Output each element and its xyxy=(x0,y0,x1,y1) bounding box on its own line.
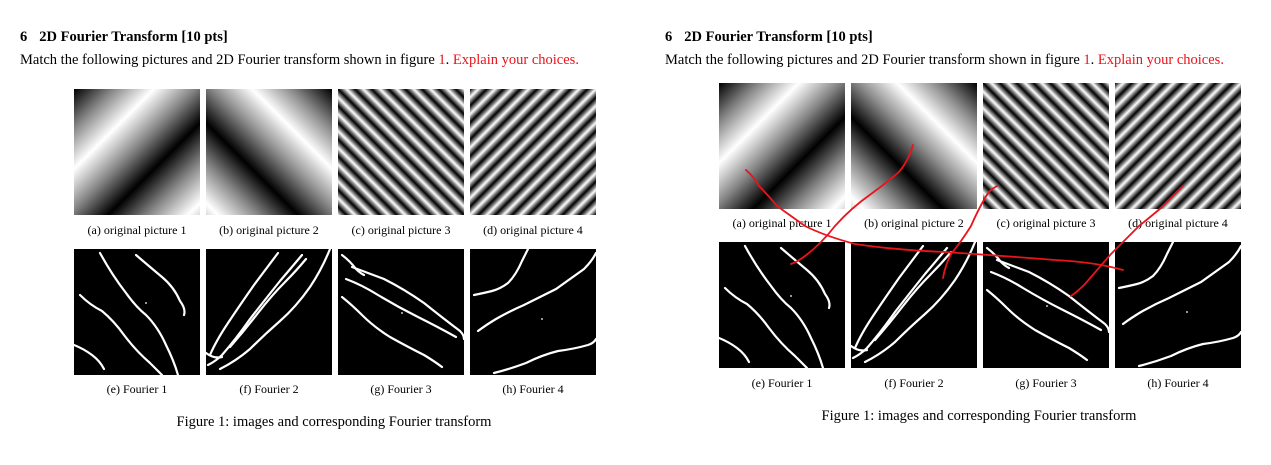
original-picture-2 xyxy=(851,83,977,209)
fourier-3 xyxy=(338,249,464,375)
figure-ref-link[interactable]: 1 xyxy=(438,52,446,68)
section-title: 2D Fourier Transform [10 pts] xyxy=(39,29,228,45)
caption-fourier-3: (g) Fourier 3 xyxy=(370,382,432,396)
fourier-1 xyxy=(74,249,200,375)
caption-original-4: (d) original picture 4 xyxy=(1128,216,1228,230)
caption-fourier-4: (h) Fourier 4 xyxy=(502,382,564,396)
explain-choices-text: Explain your choices. xyxy=(1097,52,1224,68)
original-picture-3 xyxy=(983,83,1109,209)
caption-fourier-2: (f) Fourier 2 xyxy=(239,382,299,396)
figure-caption: Figure 1: images and corresponding Fouri… xyxy=(176,414,492,430)
caption-fourier-2: (f) Fourier 2 xyxy=(884,376,944,390)
fourier-2 xyxy=(851,242,977,368)
intro-paragraph: Match the following pictures and 2D Four… xyxy=(665,52,1224,69)
caption-fourier-1: (e) Fourier 1 xyxy=(751,376,813,390)
section-heading: 6 2D Fourier Transform [10 pts] xyxy=(20,29,228,46)
caption-original-4: (d) original picture 4 xyxy=(483,223,583,237)
fourier-4 xyxy=(470,249,596,375)
original-picture-1 xyxy=(719,83,845,209)
section-title: 2D Fourier Transform [10 pts] xyxy=(684,29,873,45)
caption-original-2: (b) original picture 2 xyxy=(864,216,964,230)
page-original: 6 2D Fourier Transform [10 pts] Match the… xyxy=(0,0,620,465)
caption-fourier-1: (e) Fourier 1 xyxy=(106,382,168,396)
caption-fourier-4: (h) Fourier 4 xyxy=(1147,376,1209,390)
caption-original-3: (c) original picture 3 xyxy=(996,216,1096,230)
caption-fourier-3: (g) Fourier 3 xyxy=(1015,376,1077,390)
original-picture-4 xyxy=(1115,83,1241,209)
intro-sep: . xyxy=(1090,52,1098,68)
section-number: 6 xyxy=(20,29,28,45)
fourier-3 xyxy=(983,242,1109,368)
intro-text: Match the following pictures and 2D Four… xyxy=(20,52,439,68)
intro-sep: . xyxy=(445,52,453,68)
caption-original-2: (b) original picture 2 xyxy=(219,223,319,237)
original-picture-3 xyxy=(338,89,464,215)
fourier-1 xyxy=(719,242,845,368)
fourier-4 xyxy=(1115,242,1241,368)
page-annotated: 6 2D Fourier Transform [10 pts] Match the… xyxy=(645,0,1265,465)
section-heading: 6 2D Fourier Transform [10 pts] xyxy=(665,29,873,46)
figure-caption: Figure 1: images and corresponding Fouri… xyxy=(821,408,1137,424)
explain-choices-text: Explain your choices. xyxy=(452,52,579,68)
caption-original-1: (a) original picture 1 xyxy=(732,216,832,230)
intro-text: Match the following pictures and 2D Four… xyxy=(665,52,1084,68)
figure-ref-link[interactable]: 1 xyxy=(1083,52,1091,68)
original-picture-4 xyxy=(470,89,596,215)
caption-original-1: (a) original picture 1 xyxy=(87,223,187,237)
fourier-2 xyxy=(206,249,332,375)
section-number: 6 xyxy=(665,29,673,45)
original-picture-1 xyxy=(74,89,200,215)
caption-original-3: (c) original picture 3 xyxy=(351,223,451,237)
original-picture-2 xyxy=(206,89,332,215)
intro-paragraph: Match the following pictures and 2D Four… xyxy=(20,52,579,69)
